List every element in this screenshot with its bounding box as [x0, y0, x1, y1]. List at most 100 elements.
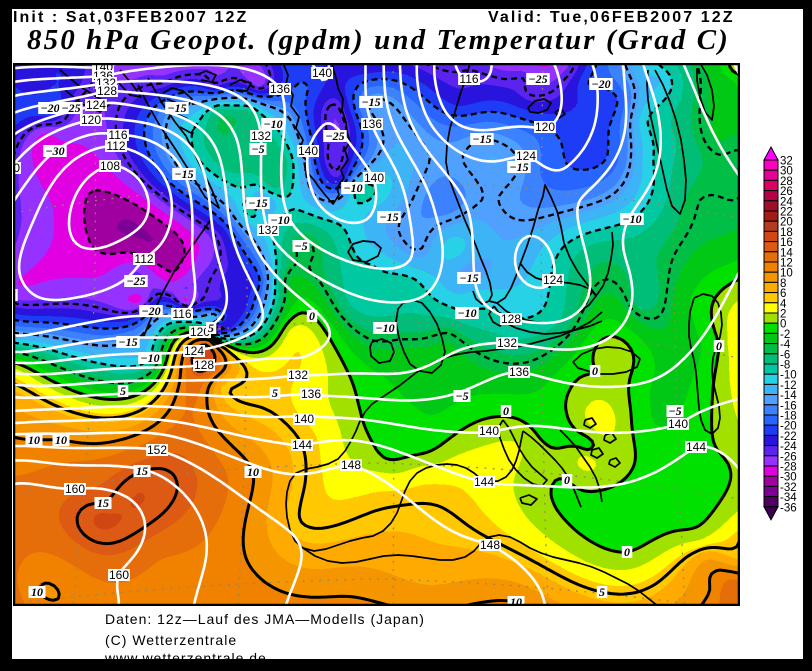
svg-text:−5: −5: [294, 239, 307, 253]
svg-text:5: 5: [272, 386, 278, 400]
svg-text:−10: −10: [343, 181, 362, 195]
svg-text:-20: -20: [780, 421, 797, 433]
svg-text:0: 0: [780, 319, 786, 331]
svg-text:160: 160: [65, 482, 85, 496]
svg-text:-28: -28: [780, 462, 797, 474]
svg-text:10: 10: [780, 268, 793, 280]
svg-text:-36: -36: [780, 502, 797, 514]
svg-text:−20: −20: [591, 77, 610, 91]
svg-text:112: 112: [134, 252, 153, 266]
svg-text:120: 120: [190, 325, 210, 339]
svg-text:−25: −25: [61, 101, 80, 115]
svg-text:140: 140: [364, 171, 384, 185]
svg-text:140: 140: [479, 424, 499, 438]
svg-text:144: 144: [292, 438, 312, 452]
svg-text:128: 128: [501, 312, 521, 326]
svg-text:124: 124: [543, 273, 563, 287]
svg-text:128: 128: [97, 84, 117, 98]
svg-text:148: 148: [341, 458, 361, 472]
svg-text:124: 124: [184, 344, 204, 358]
svg-text:0: 0: [624, 545, 630, 559]
svg-text:-12: -12: [780, 380, 797, 392]
svg-text:−15: −15: [459, 271, 478, 285]
svg-text:10: 10: [28, 433, 40, 447]
svg-text:-18: -18: [780, 411, 797, 423]
svg-text:16: 16: [780, 237, 793, 249]
svg-text:112: 112: [106, 139, 125, 153]
svg-text:30: 30: [780, 166, 793, 178]
svg-text:132: 132: [497, 336, 517, 350]
svg-text:-10: -10: [780, 370, 797, 382]
svg-text:0: 0: [592, 364, 598, 378]
svg-text:−15: −15: [248, 196, 267, 210]
svg-text:144: 144: [686, 440, 706, 454]
svg-text:−15: −15: [472, 132, 491, 146]
svg-text:5: 5: [599, 585, 605, 599]
svg-text:−10: −10: [270, 213, 289, 227]
svg-text:−5: −5: [251, 142, 264, 156]
svg-text:140: 140: [294, 412, 314, 426]
svg-text:5: 5: [120, 384, 126, 398]
svg-text:−10: −10: [140, 351, 159, 365]
svg-text:−15: −15: [379, 210, 398, 224]
svg-text:22: 22: [780, 207, 793, 219]
svg-text:124: 124: [86, 98, 106, 112]
svg-text:0: 0: [564, 473, 570, 487]
svg-text:132: 132: [251, 129, 271, 143]
svg-text:28: 28: [780, 176, 793, 188]
svg-text:-30: -30: [780, 472, 797, 484]
svg-text:116: 116: [108, 128, 127, 142]
svg-text:10: 10: [55, 433, 67, 447]
svg-text:−15: −15: [361, 95, 380, 109]
svg-text:−5: −5: [455, 389, 468, 403]
svg-text:0: 0: [309, 309, 315, 323]
svg-text:140: 140: [668, 417, 688, 431]
svg-text:144: 144: [474, 475, 494, 489]
svg-text:-8: -8: [780, 360, 790, 372]
svg-text:−25: −25: [325, 129, 344, 143]
svg-text:120: 120: [13, 161, 20, 175]
svg-text:−30: −30: [45, 144, 64, 158]
svg-text:148: 148: [480, 538, 500, 552]
svg-text:10: 10: [247, 465, 259, 479]
svg-text:136: 136: [270, 82, 290, 96]
svg-text:8: 8: [780, 278, 786, 290]
svg-text:26: 26: [780, 186, 793, 198]
svg-text:0: 0: [716, 339, 722, 353]
svg-text:−15: −15: [167, 101, 186, 115]
svg-text:−15: −15: [174, 167, 193, 181]
svg-text:136: 136: [301, 387, 321, 401]
svg-text:20: 20: [780, 217, 793, 229]
svg-text:-24: -24: [780, 441, 797, 453]
svg-text:10: 10: [510, 595, 522, 606]
svg-text:-34: -34: [780, 492, 797, 504]
svg-text:−25: −25: [528, 72, 547, 86]
svg-text:5: 5: [208, 321, 214, 335]
svg-text:10: 10: [31, 585, 43, 599]
svg-text:116: 116: [172, 307, 191, 321]
svg-text:-14: -14: [780, 390, 797, 402]
svg-text:-16: -16: [780, 400, 797, 412]
svg-text:−20: −20: [40, 101, 59, 115]
svg-text:-2: -2: [780, 329, 790, 341]
svg-text:−10: −10: [375, 321, 394, 335]
svg-text:−25: −25: [126, 274, 145, 288]
svg-text:−5: −5: [668, 404, 681, 418]
svg-text:12: 12: [780, 258, 793, 270]
svg-text:120: 120: [535, 120, 555, 134]
svg-text:136: 136: [509, 365, 529, 379]
svg-text:140: 140: [312, 66, 332, 80]
svg-text:-32: -32: [780, 482, 797, 494]
svg-text:-4: -4: [780, 339, 791, 351]
svg-text:18: 18: [780, 227, 793, 239]
svg-text:-26: -26: [780, 451, 797, 463]
svg-text:152: 152: [147, 443, 167, 457]
svg-text:116: 116: [459, 72, 478, 86]
svg-text:132: 132: [288, 368, 308, 382]
svg-text:-6: -6: [780, 349, 790, 361]
svg-text:120: 120: [81, 113, 101, 127]
svg-text:32: 32: [780, 156, 793, 168]
svg-text:−10: −10: [622, 212, 641, 226]
svg-text:128: 128: [194, 358, 214, 372]
svg-text:−10: −10: [263, 117, 282, 131]
